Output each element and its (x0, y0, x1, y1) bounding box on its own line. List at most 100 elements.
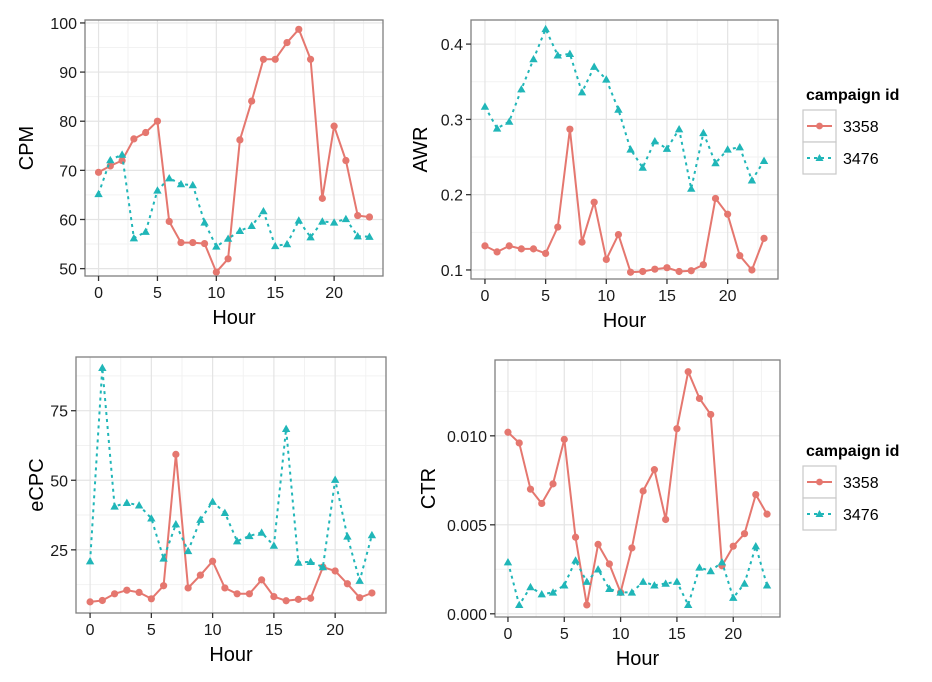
panel-border (470, 19, 779, 280)
data-point-3358 (306, 55, 315, 63)
data-point-3358 (153, 117, 162, 125)
data-point-3358 (594, 540, 602, 548)
x-tick-label: 0 (504, 626, 513, 643)
data-point-3358 (209, 557, 217, 565)
data-point-3358 (368, 589, 376, 597)
legend-label: 3476 (843, 507, 879, 524)
data-point-3476 (294, 216, 303, 224)
data-point-3476 (98, 363, 107, 372)
x-tick-label: 0 (86, 622, 95, 639)
x-tick-label: 5 (541, 288, 550, 305)
data-point-3476 (503, 557, 513, 566)
data-point-3476 (271, 241, 280, 250)
data-point-3358 (663, 264, 671, 272)
data-point-3358 (542, 249, 550, 258)
y-tick-label: 25 (50, 543, 68, 560)
data-point-3476 (208, 497, 217, 505)
data-point-3476 (650, 581, 659, 589)
data-point-3476 (245, 531, 254, 540)
panel-ecpc: 0 5 10 15 20 25 50 75 Hour eCPC (26, 356, 387, 666)
data-point-3476 (171, 520, 181, 528)
data-point-3358 (752, 490, 760, 499)
y-tick-label: 70 (59, 163, 77, 180)
data-point-3476 (529, 54, 538, 63)
data-point-3358 (135, 588, 143, 597)
panel-cpm: 0 5 10 15 20 50 60 70 80 90 100 Hour CPM (16, 16, 384, 329)
data-point-3476 (687, 184, 696, 192)
plot-background (495, 360, 780, 617)
data-point-3476 (220, 508, 230, 516)
data-point-3476 (616, 588, 625, 596)
data-point-3476 (329, 218, 339, 226)
data-point-3476 (212, 242, 221, 250)
x-axis-title: Hour (209, 644, 253, 666)
data-point-3476 (602, 75, 611, 83)
data-point-3476 (353, 231, 362, 240)
data-point-3476 (553, 51, 562, 59)
legend-key-point-3476 (815, 154, 824, 161)
data-point-3476 (548, 588, 558, 596)
data-point-3476 (672, 577, 682, 585)
data-point-3358 (165, 217, 173, 226)
data-point-3358 (295, 25, 303, 33)
data-point-3358 (259, 55, 268, 63)
data-point-3476 (626, 145, 635, 153)
y-tick-label: 100 (50, 16, 77, 33)
x-tick-label: 20 (724, 626, 742, 643)
data-point-3358 (684, 368, 692, 376)
data-point-3476 (200, 218, 209, 226)
y-tick-label: 0.000 (447, 607, 487, 624)
data-point-3476 (589, 62, 599, 70)
y-tick-label: 0.3 (441, 112, 463, 129)
data-point-3358 (763, 510, 771, 518)
data-point-3358 (142, 128, 150, 137)
data-point-3476 (281, 424, 291, 432)
data-point-3476 (541, 24, 550, 33)
data-point-3358 (626, 268, 635, 276)
data-point-3358 (711, 194, 720, 203)
plot-background (471, 20, 778, 279)
data-point-3476 (282, 239, 292, 248)
data-point-3476 (699, 128, 708, 137)
legend: campaign id 3358 3476 (802, 443, 899, 531)
data-point-3476 (560, 581, 569, 589)
data-point-3476 (330, 475, 340, 483)
data-point-3358 (748, 266, 756, 274)
data-point-3476 (117, 150, 127, 158)
data-point-3358 (342, 156, 350, 165)
legend-key-point-3476 (815, 510, 824, 517)
data-point-3476 (762, 581, 772, 589)
panel-border (84, 19, 384, 277)
data-point-3476 (269, 541, 279, 549)
data-point-3358 (331, 567, 339, 575)
data-point-3358 (160, 582, 168, 590)
data-point-3358 (196, 571, 204, 579)
data-point-3476 (526, 582, 535, 591)
y-tick-label: 60 (59, 212, 77, 229)
x-axis-title: Hour (603, 310, 647, 332)
data-point-3358 (504, 428, 512, 436)
data-point-3476 (492, 124, 502, 132)
data-point-3358 (583, 601, 591, 609)
data-point-3476 (355, 576, 364, 584)
x-tick-label: 10 (612, 626, 630, 643)
data-point-3358 (98, 596, 106, 605)
data-point-3358 (86, 598, 94, 606)
data-point-3358 (571, 533, 580, 541)
data-point-3476 (683, 600, 693, 609)
data-point-3476 (183, 546, 193, 555)
data-point-3358 (248, 97, 256, 105)
data-point-3358 (200, 239, 209, 248)
data-point-3476 (122, 498, 132, 506)
data-point-3476 (85, 557, 95, 565)
data-point-3358 (675, 267, 683, 276)
x-axis-title: Hour (212, 307, 256, 329)
x-axis-title: Hour (616, 648, 660, 670)
data-point-3358 (258, 576, 266, 584)
data-point-3476 (223, 234, 233, 242)
data-point-3358 (639, 267, 647, 276)
data-point-3358 (729, 542, 737, 550)
data-point-3358 (177, 238, 185, 247)
data-point-3476 (759, 156, 769, 164)
data-point-3358 (245, 590, 253, 598)
